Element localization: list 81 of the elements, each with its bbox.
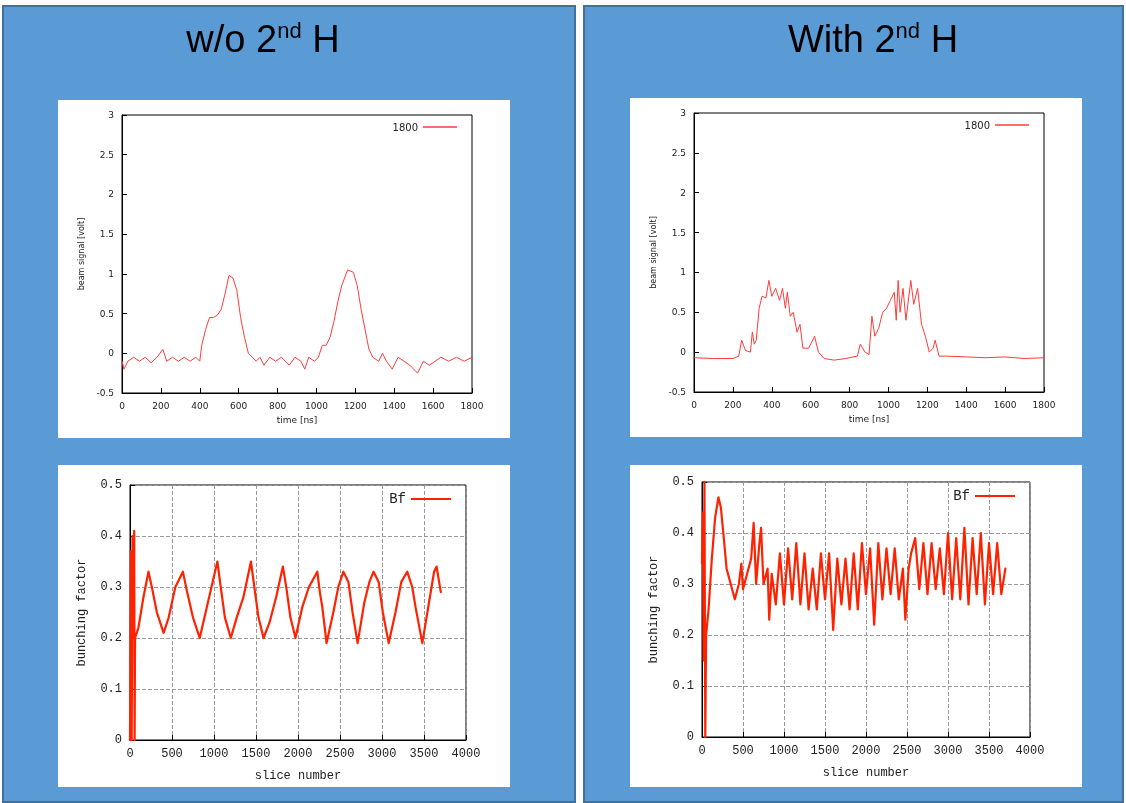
x-tick-label: 2500 xyxy=(325,747,355,761)
x-tick-label: 1200 xyxy=(915,399,940,410)
y-tick-label: 0.4 xyxy=(672,526,694,540)
y-tick-label: 0 xyxy=(114,733,122,747)
x-tick-label: 1200 xyxy=(343,400,368,411)
x-tick-label: 2000 xyxy=(851,744,881,758)
x-tick-label: 1400 xyxy=(954,399,978,410)
legend-label: 1800 xyxy=(392,121,418,133)
legend-label: Bf xyxy=(389,491,406,507)
x-tick-label: 2500 xyxy=(892,744,922,758)
x-tick-label: 3500 xyxy=(974,744,1004,758)
y-tick-label: 0.1 xyxy=(100,682,122,696)
y-axis-title: beam signal [volt] xyxy=(77,217,87,291)
y-axis-title: bunching factor xyxy=(647,555,661,664)
x-axis-title: time [ns] xyxy=(848,413,890,424)
x-tick-label: 500 xyxy=(732,744,754,758)
x-tick-label: 200 xyxy=(724,399,742,410)
x-axis-title: time [ns] xyxy=(276,414,318,425)
y-tick-label: 2 xyxy=(108,189,114,200)
y-tick-label: 1 xyxy=(108,268,114,279)
x-tick-label: 800 xyxy=(268,400,287,411)
x-tick-label: 1500 xyxy=(810,744,840,758)
x-tick-label: 400 xyxy=(191,400,209,411)
x-tick-label: 1000 xyxy=(769,744,799,758)
y-tick-label: 0 xyxy=(686,730,694,744)
y-axis-title: bunching factor xyxy=(75,558,89,667)
y-tick-label: 0.4 xyxy=(100,529,122,543)
y-tick-label: 0.1 xyxy=(672,679,694,693)
x-tick-label: 1600 xyxy=(993,399,1017,410)
x-tick-label: 3000 xyxy=(367,747,397,761)
x-tick-label: 4000 xyxy=(451,747,481,761)
y-axis-title: beam signal [volt] xyxy=(649,216,659,289)
x-tick-label: 0 xyxy=(698,744,706,758)
x-tick-label: 1400 xyxy=(382,400,406,411)
legend-label: Bf xyxy=(953,488,970,504)
x-tick-label: 200 xyxy=(152,400,170,411)
x-tick-label: 600 xyxy=(230,400,248,411)
y-tick-label: 2.5 xyxy=(99,149,114,160)
x-tick-label: 1500 xyxy=(241,747,271,761)
y-tick-label: 0.5 xyxy=(100,478,122,492)
x-tick-label: 0 xyxy=(126,747,134,761)
x-axis-title: slice number xyxy=(822,766,910,780)
y-tick-label: 0.5 xyxy=(672,475,694,489)
x-tick-label: 1000 xyxy=(304,400,329,411)
y-tick-label: 0.3 xyxy=(100,580,122,594)
legend-label: 1800 xyxy=(964,119,990,131)
y-tick-label: 0 xyxy=(108,348,115,359)
y-tick-label: 3 xyxy=(108,110,114,120)
x-tick-label: 1800 xyxy=(1032,399,1056,410)
x-tick-label: 1000 xyxy=(199,747,229,761)
x-tick-label: 3500 xyxy=(409,747,439,761)
x-tick-label: 1800 xyxy=(460,400,484,411)
y-tick-label: 0 xyxy=(680,347,687,358)
x-tick-label: 1600 xyxy=(421,400,445,411)
y-tick-label: 1 xyxy=(680,267,686,278)
y-tick-label: 0.5 xyxy=(99,308,114,319)
y-tick-label: 0.5 xyxy=(671,307,686,318)
y-tick-label: 3 xyxy=(680,108,686,118)
x-tick-label: 3000 xyxy=(933,744,963,758)
x-tick-label: 500 xyxy=(161,747,183,761)
y-tick-label: 1.5 xyxy=(99,229,114,240)
y-tick-label: 2 xyxy=(680,187,686,198)
y-tick-label: 1.5 xyxy=(671,227,686,238)
x-tick-label: 800 xyxy=(840,399,859,410)
line-series xyxy=(693,279,1045,361)
x-tick-label: 2000 xyxy=(283,747,313,761)
y-tick-label: 2.5 xyxy=(671,147,686,158)
chart-title: With 2$^{nd}$ H xyxy=(786,18,960,61)
y-tick-label: 0.2 xyxy=(672,628,694,642)
line-series xyxy=(121,269,473,374)
x-axis-title: slice number xyxy=(254,769,342,783)
line-series xyxy=(128,529,442,742)
x-tick-label: 4000 xyxy=(1015,744,1045,758)
chart-title: w/o 2$^{nd}$ H xyxy=(185,18,341,61)
y-tick-label: -0.5 xyxy=(96,388,114,398)
x-tick-label: 1000 xyxy=(876,399,901,410)
y-tick-label: 0.3 xyxy=(672,577,694,591)
y-tick-label: -0.5 xyxy=(668,387,686,397)
x-tick-label: 400 xyxy=(763,399,781,410)
y-tick-label: 0.2 xyxy=(100,631,122,645)
x-tick-label: 600 xyxy=(802,399,820,410)
